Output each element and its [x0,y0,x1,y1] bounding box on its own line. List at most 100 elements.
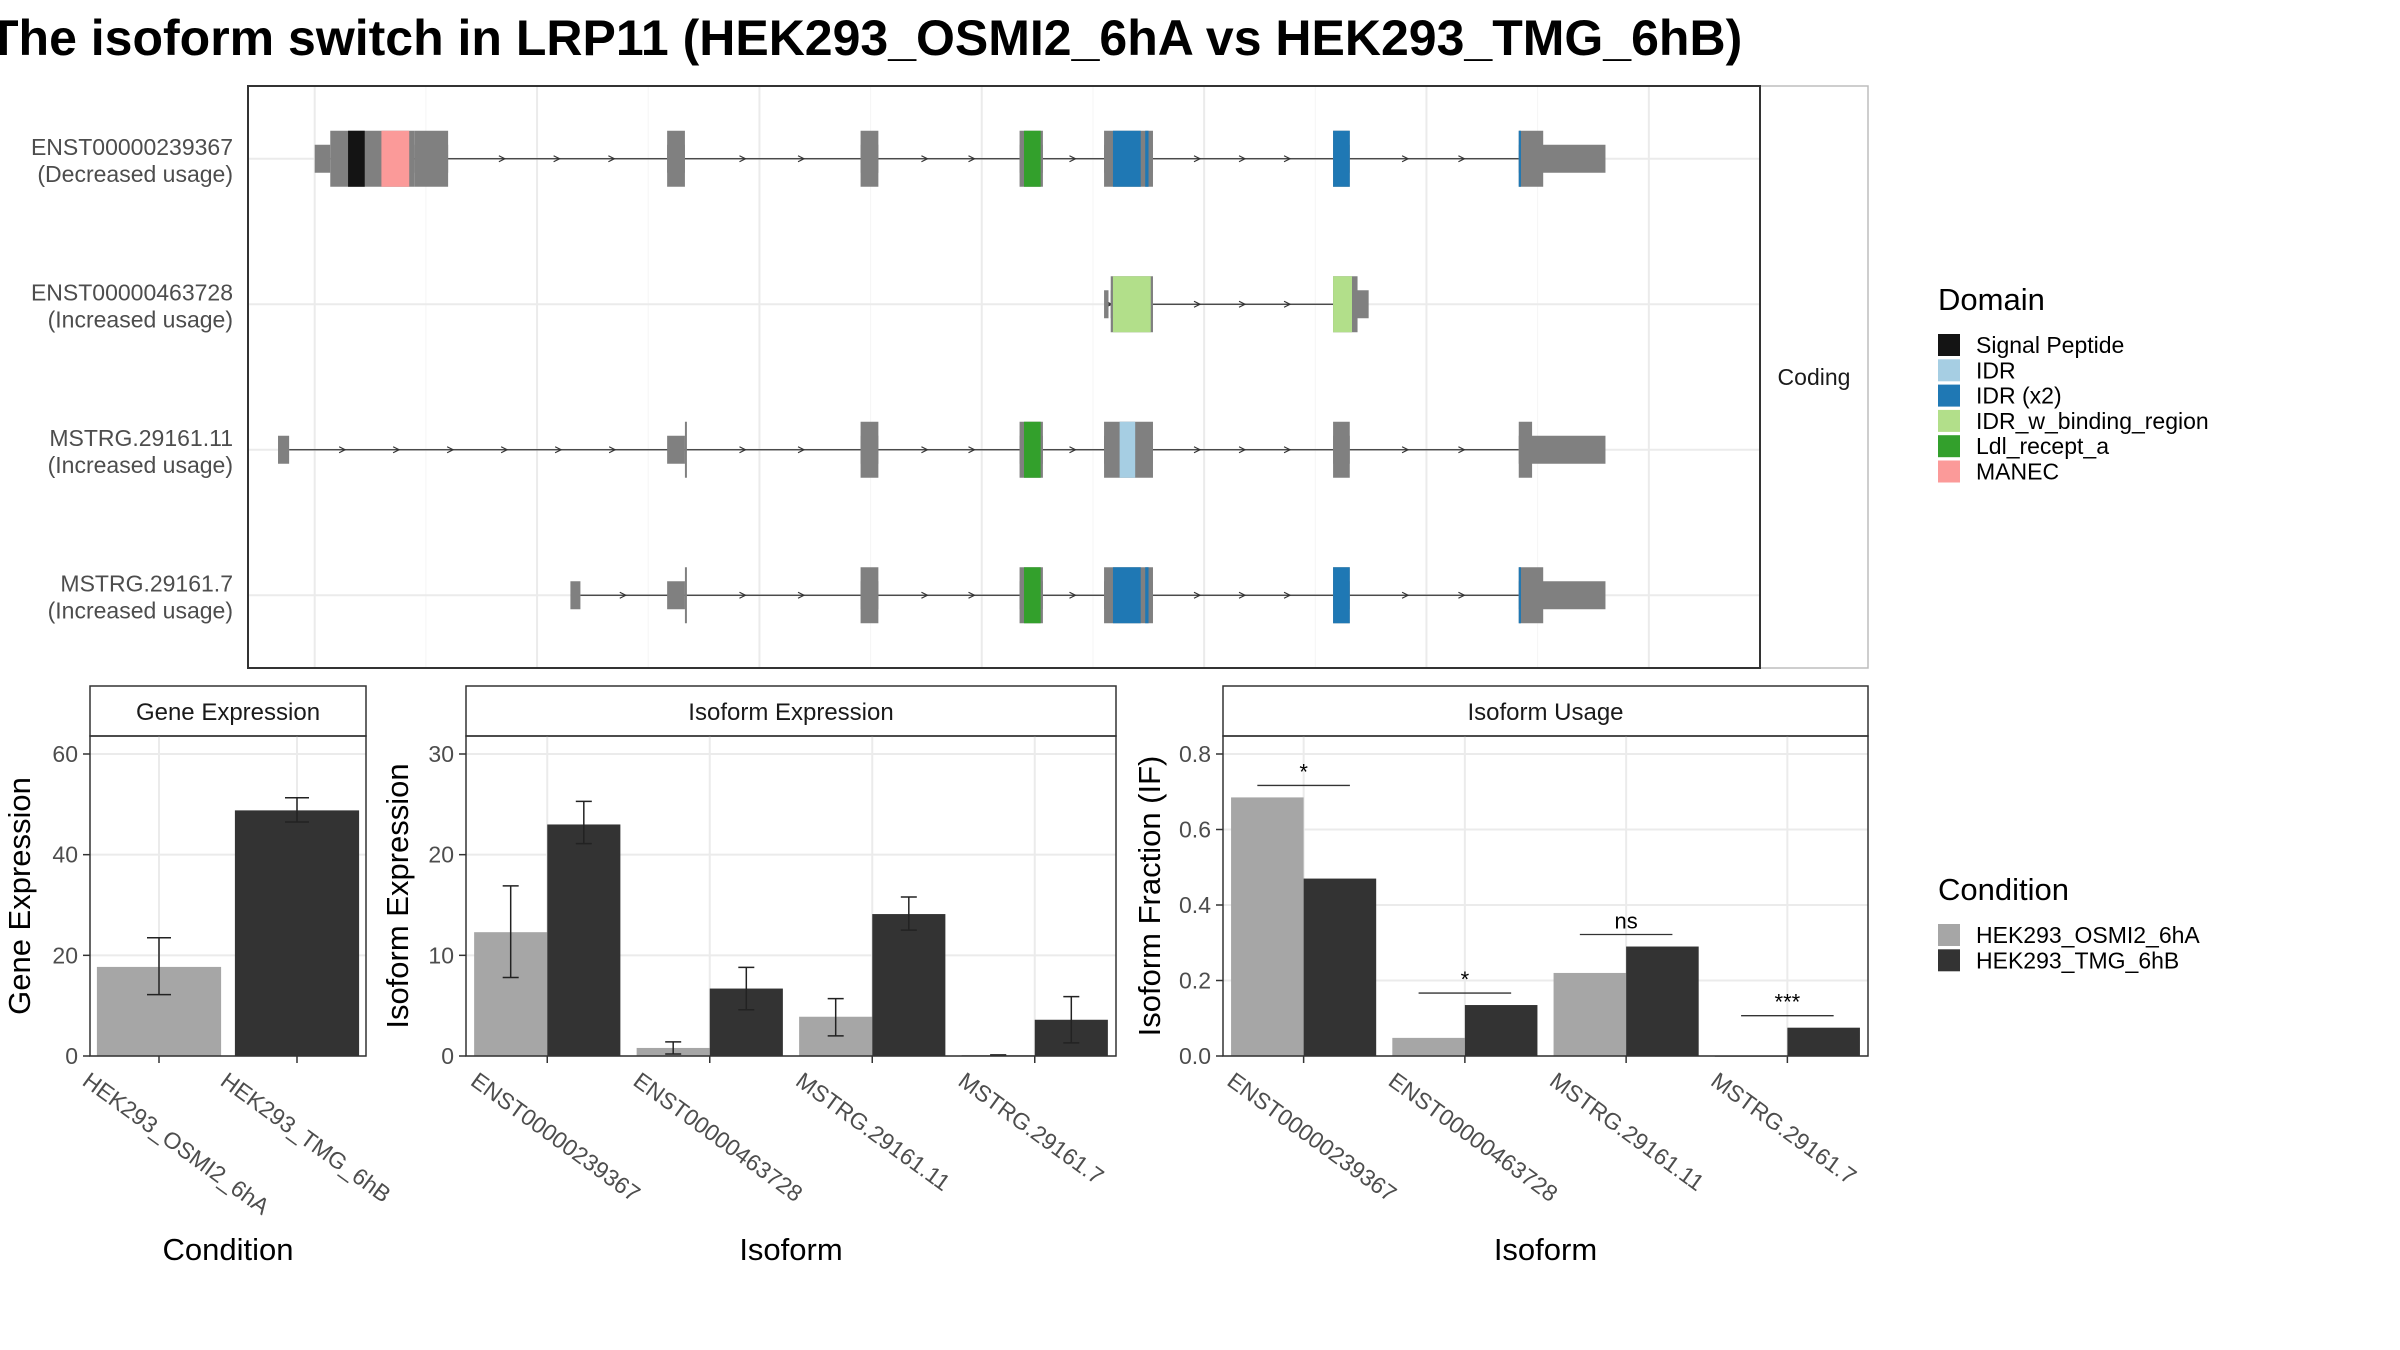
legend-label: MANEC [1976,459,2059,485]
panel-title: Isoform Usage [1467,699,1623,726]
intron-arrow [1458,591,1466,599]
transcript-row: MSTRG.29161.11(Increased usage) [48,421,1760,478]
transcript-row: MSTRG.29161.7(Increased usage) [48,567,1760,624]
transcript-usage: (Decreased usage) [37,161,233,187]
legend-key [1938,460,1960,483]
y-tick-label: 30 [428,741,454,767]
bar [1626,946,1699,1056]
intron-arrow [1401,591,1410,599]
x-tick-label: MSTRG.29161.11 [1545,1067,1709,1196]
intron-arrow [1283,155,1292,163]
legend-title: Domain [1938,282,2045,317]
domain-block [381,130,410,187]
intron-arrow [446,446,455,454]
transcript-row: ENST00000463728(Increased usage) [31,276,1760,333]
intron-arrow [797,155,806,163]
panel-border [89,735,367,1057]
transcript-name: MSTRG.29161.11 [49,425,233,451]
intron-arrow [1283,591,1292,599]
coding-exon [414,130,449,187]
intron-arrow [797,591,806,599]
legend-label: IDR_w_binding_region [1976,408,2209,434]
y-tick-label: 20 [428,842,454,868]
intron-arrow [797,446,806,454]
bar-chart: Isoform Usage 0.0 0.2 0.4 0.6 0.8 ENST00000239… [1132,685,1869,1267]
utr-exon [278,435,290,464]
x-tick-label: MSTRG.29161.11 [791,1067,955,1196]
intron-arrow [608,446,617,454]
coding-exon [860,421,879,478]
y-axis-title: Isoform Expression [380,763,415,1028]
transcript-usage: (Increased usage) [48,452,233,478]
domain-block [1518,130,1521,187]
x-tick-label: MSTRG.29161.7 [954,1067,1109,1189]
intron-arrow [1069,591,1077,599]
x-axis-title: Isoform [739,1232,842,1267]
intron-arrow [921,591,929,599]
x-axis-title: Condition [163,1232,294,1267]
y-tick-label: 20 [52,942,78,968]
legend-label: IDR [1976,357,2016,383]
intron-arrow [1193,300,1202,308]
intron-arrow [1401,446,1410,454]
intron-arrow [1069,155,1077,163]
y-tick-label: 60 [52,741,78,767]
utr-exon [667,581,685,610]
legend-key [1938,334,1960,356]
legend-title: Condition [1938,872,2069,907]
intron-arrow [968,591,976,599]
legend-label: Signal Peptide [1976,332,2124,358]
domain-block [1145,567,1149,624]
significance-label: * [1461,967,1470,992]
intron-arrow [1283,300,1292,308]
bar [872,914,946,1056]
domain-block [1112,130,1141,187]
coding-exon [1518,130,1544,187]
bar [234,810,360,1056]
transcript-name: ENST00000463728 [31,279,233,305]
intron-arrow [619,591,628,599]
transcript-name: ENST00000239367 [31,134,233,160]
legend-key [1938,359,1960,382]
x-tick-label: ENST00000239367 [466,1067,645,1207]
bar [1464,1005,1538,1056]
legend-key [1938,949,1960,972]
intron-arrow [1193,591,1202,599]
intron-arrow [739,155,747,163]
intron-arrow [1193,155,1202,163]
utr-exon [314,144,331,173]
domain-block [1119,421,1136,478]
intron-arrow [1238,155,1247,163]
domain-block [1024,130,1041,187]
legend-key [1938,384,1960,407]
coding-exon [1518,421,1533,478]
legend-label: IDR (x2) [1976,383,2062,409]
domain-block [1024,567,1041,624]
intron-arrow [1401,155,1410,163]
transcript-usage: (Increased usage) [48,597,233,623]
domain-block [1333,276,1352,333]
bar-chart: Isoform Expression 0 10 20 30 ENST00000239367… [380,685,1117,1267]
expression-bar-charts: Gene Expression0204060HEK293_OSMI2_6hAHE… [2,685,1869,1267]
bar [1787,1027,1860,1056]
intron-arrow [500,446,509,454]
intron-arrow [608,155,616,163]
intron-arrow [739,591,747,599]
transcript-row: ENST00000239367(Decreased usage) [31,130,1760,187]
domain-block [1333,567,1350,624]
utr-exon [1518,435,1606,464]
intron-arrow [392,446,401,454]
domain-block [1518,567,1521,624]
intron-arrow [968,446,976,454]
bar [1553,972,1627,1056]
y-axis-title: Isoform Fraction (IF) [1132,756,1167,1037]
intron-arrow [1193,446,1202,454]
intron-arrow [554,446,563,454]
domain-block [1333,130,1350,187]
transcript-name: MSTRG.29161.7 [60,570,233,596]
domain-block [1145,130,1149,187]
coding-exon [860,567,879,624]
domain-block [1024,421,1041,478]
y-tick-label: 0.6 [1179,817,1211,843]
